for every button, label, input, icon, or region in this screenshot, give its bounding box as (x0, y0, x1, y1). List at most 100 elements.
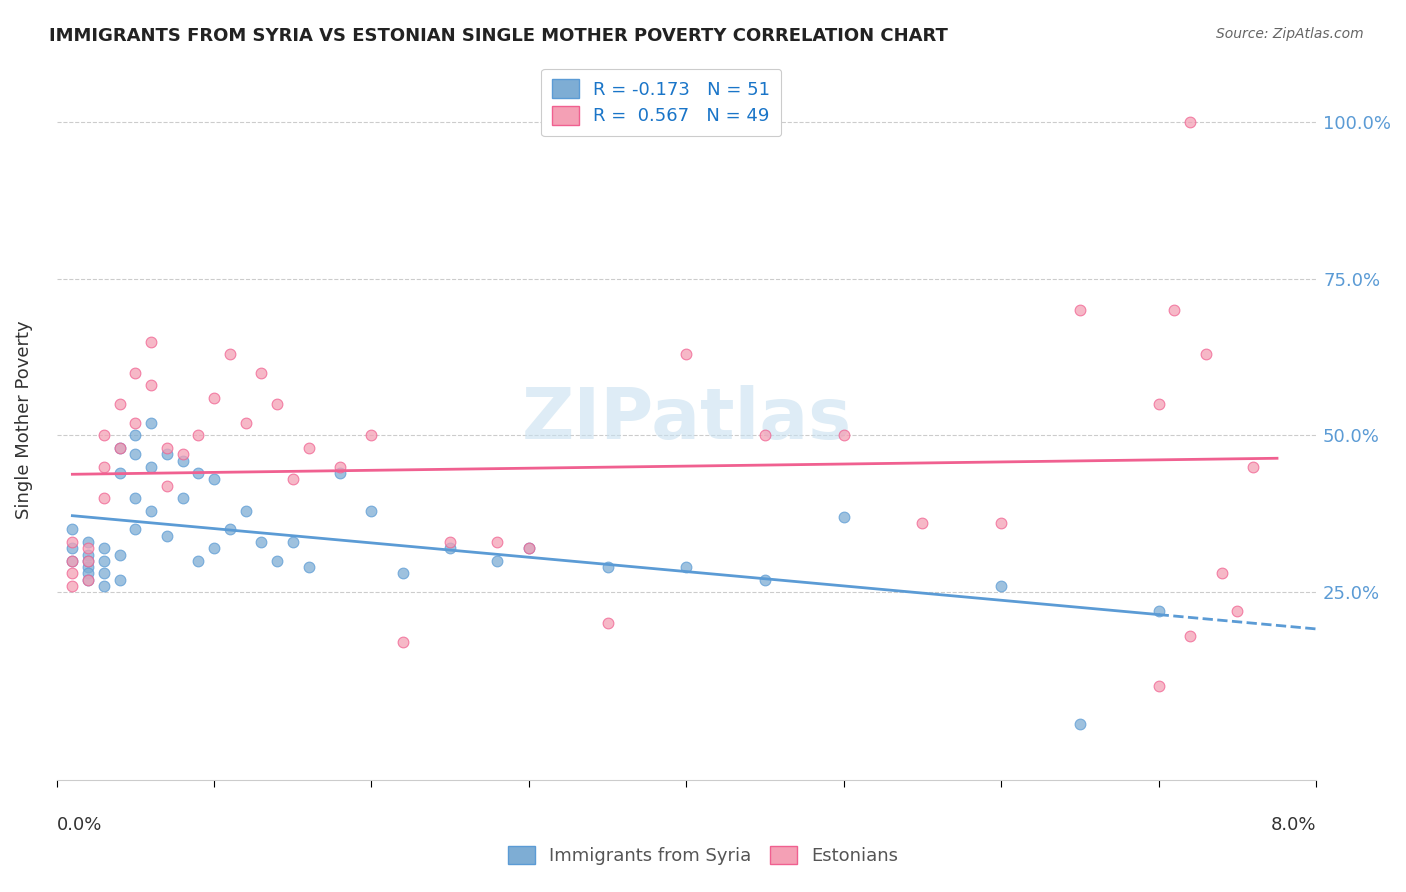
Point (202, 472, 225, 486)
Point (108, 548, 131, 562)
Point (139, 378, 162, 392)
Point (754, 428, 776, 442)
Point (139, 459, 162, 474)
Point (911, 516, 934, 531)
Point (360, 503, 382, 517)
Point (108, 466, 131, 480)
Point (156, 478, 179, 492)
Point (77, 541, 100, 556)
Point (517, 541, 540, 556)
Point (486, 535, 509, 549)
Point (156, 441, 179, 455)
Point (596, 616, 619, 631)
Point (486, 554, 509, 568)
Point (108, 397, 131, 411)
Point (60, 523, 83, 537)
Point (124, 523, 146, 537)
Point (675, 560, 697, 574)
Point (202, 391, 225, 405)
Point (108, 441, 131, 455)
Point (1147, 397, 1170, 411)
Point (1147, 604, 1170, 618)
Point (360, 428, 382, 442)
Point (108, 573, 131, 587)
Point (266, 397, 288, 411)
Point (266, 554, 288, 568)
Point (1226, 604, 1249, 618)
Point (172, 447, 194, 461)
Point (439, 535, 461, 549)
Text: 0.0%: 0.0% (56, 816, 103, 834)
Point (77, 554, 100, 568)
Point (60, 541, 83, 556)
Point (77, 535, 100, 549)
Point (281, 535, 304, 549)
Point (675, 347, 697, 361)
Point (77, 573, 100, 587)
Point (77, 573, 100, 587)
Point (139, 503, 162, 517)
Point (1195, 347, 1218, 361)
Point (329, 459, 352, 474)
Text: ZIPatlas: ZIPatlas (522, 385, 852, 454)
Point (156, 529, 179, 543)
Point (60, 566, 83, 581)
Point (93, 566, 115, 581)
Point (93, 428, 115, 442)
Point (596, 560, 619, 574)
Point (297, 441, 319, 455)
Point (392, 566, 415, 581)
Point (187, 466, 209, 480)
Point (1163, 303, 1185, 318)
Point (60, 535, 83, 549)
Point (60, 554, 83, 568)
Point (108, 441, 131, 455)
Point (250, 535, 273, 549)
Point (93, 459, 115, 474)
Point (990, 579, 1012, 593)
Point (124, 447, 146, 461)
Point (77, 554, 100, 568)
Point (93, 541, 115, 556)
Legend: R = -0.173   N = 51, R =  0.567   N = 49: R = -0.173 N = 51, R = 0.567 N = 49 (541, 69, 782, 136)
Point (187, 428, 209, 442)
Point (1069, 303, 1091, 318)
Point (124, 366, 146, 380)
Legend: Immigrants from Syria, Estonians: Immigrants from Syria, Estonians (499, 837, 907, 874)
Point (77, 566, 100, 581)
Point (124, 428, 146, 442)
Point (754, 573, 776, 587)
Text: IMMIGRANTS FROM SYRIA VS ESTONIAN SINGLE MOTHER POVERTY CORRELATION CHART: IMMIGRANTS FROM SYRIA VS ESTONIAN SINGLE… (49, 27, 948, 45)
Point (156, 447, 179, 461)
Point (235, 503, 257, 517)
Point (297, 560, 319, 574)
Point (93, 491, 115, 505)
Point (281, 472, 304, 486)
Point (1241, 459, 1264, 474)
Point (187, 554, 209, 568)
Point (439, 541, 461, 556)
Point (172, 491, 194, 505)
Point (392, 635, 415, 649)
Point (93, 554, 115, 568)
Point (832, 428, 855, 442)
Point (218, 347, 240, 361)
Point (77, 548, 100, 562)
Point (93, 579, 115, 593)
Point (60, 554, 83, 568)
Point (1147, 679, 1170, 693)
Point (172, 453, 194, 467)
Point (124, 416, 146, 430)
Point (60, 579, 83, 593)
Point (1178, 629, 1201, 643)
Text: Source: ZipAtlas.com: Source: ZipAtlas.com (1216, 27, 1364, 41)
Point (124, 491, 146, 505)
Point (329, 466, 352, 480)
Point (77, 560, 100, 574)
Point (139, 334, 162, 349)
Point (1178, 115, 1201, 129)
Point (1211, 566, 1233, 581)
Point (250, 366, 273, 380)
Point (218, 523, 240, 537)
Point (832, 510, 855, 524)
